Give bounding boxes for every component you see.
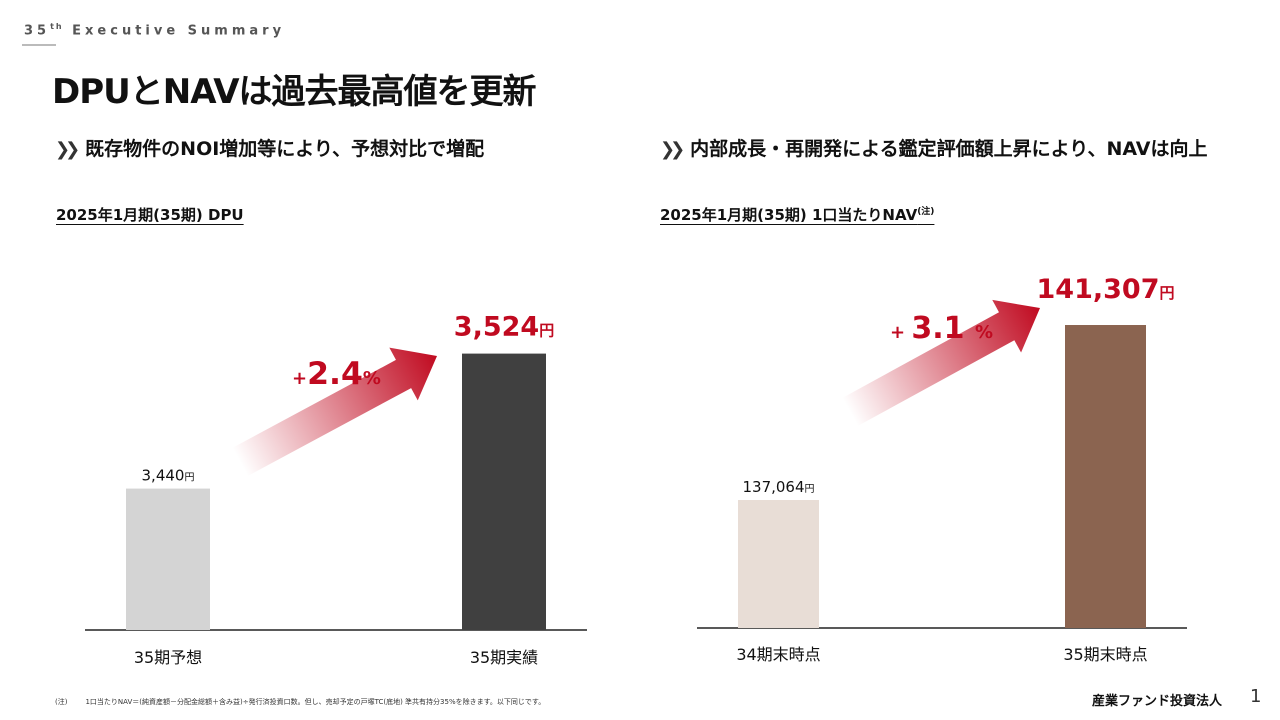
right-subtitle: ❯❯ 内部成長・再開発による鑑定評価額上昇により、NAVは向上 [660,138,1208,160]
bar-35期末時点 [1065,325,1146,628]
bar-34期末時点 [738,499,819,628]
category-label: 35期末時点 [1063,645,1147,664]
value-label: 3,524円 [454,312,554,343]
change-label: + 3.1 % [890,311,993,346]
eyebrow-underline [22,44,56,46]
category-label: 34期末時点 [736,645,820,664]
brand-name: 産業ファンド投資法人 [1092,694,1223,709]
bar-35期予想 [126,488,210,630]
change-label: +2.4% [292,356,381,392]
double-chevron-right-icon: ❯❯ [55,139,80,160]
value-label: 141,307円 [1037,274,1175,305]
left-subtitle: ❯❯ 既存物件のNOI増加等により、予想対比で増配 [55,138,485,160]
growth-arrow-icon [232,347,437,477]
nav-chart-title: 2025年1月期(35期) 1口当たりNAV(注) [660,206,935,224]
page-title: DPUとNAVは過去最高値を更新 [52,72,537,112]
bar-35期実績 [462,353,546,630]
value-label: 137,064円 [742,478,814,496]
category-label: 35期予想 [134,648,202,667]
footnote: (注) 1口当たりNAV＝(純資産額－分配金総額＋含み益)÷発行済投資口数。但し、… [55,698,546,706]
dpu-chart-title: 2025年1月期(35期) DPU [56,206,244,224]
category-label: 35期実績 [470,648,538,667]
value-label: 3,440円 [142,467,195,485]
section-eyebrow: 35th Executive Summary [24,22,286,39]
page-number: 1 [1250,686,1262,707]
double-chevron-right-icon: ❯❯ [660,139,685,160]
growth-arrow-icon [842,299,1040,427]
